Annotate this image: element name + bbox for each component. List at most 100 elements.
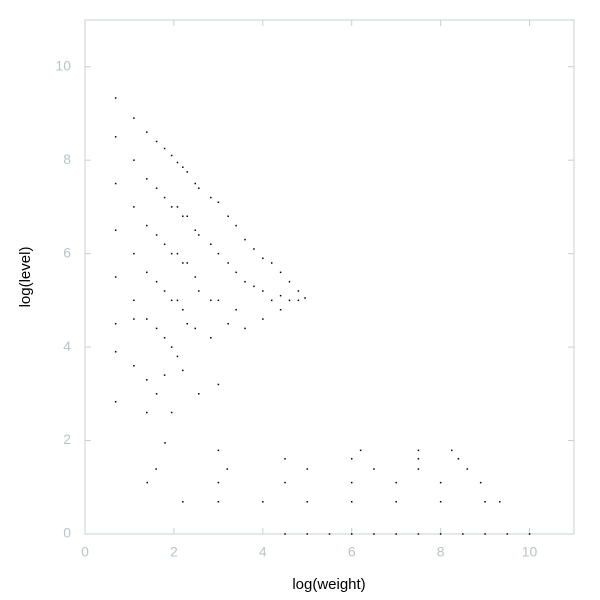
point: [164, 442, 166, 444]
point: [182, 215, 184, 218]
point: [395, 533, 397, 535]
point: [227, 215, 229, 218]
point: [170, 252, 173, 255]
point: [417, 468, 420, 470]
x-tick-label: 2: [170, 544, 178, 560]
point: [235, 308, 237, 311]
point: [182, 308, 184, 311]
point: [133, 117, 135, 119]
point: [244, 238, 246, 241]
point: [198, 290, 200, 292]
x-tick-label: 0: [81, 544, 89, 560]
point: [170, 299, 173, 302]
point: [114, 182, 117, 185]
point: [439, 501, 442, 503]
point: [350, 501, 353, 503]
point: [182, 501, 184, 503]
point: [186, 215, 188, 218]
point: [133, 318, 135, 320]
point: [506, 533, 509, 535]
point: [217, 501, 220, 503]
y-tick-label: 8: [63, 151, 71, 167]
point: [114, 401, 117, 403]
point: [462, 533, 464, 535]
point: [217, 481, 220, 484]
point: [170, 206, 173, 208]
point: [146, 481, 148, 484]
point: [217, 252, 220, 255]
point: [373, 468, 375, 470]
point: [176, 161, 179, 164]
point: [466, 468, 469, 470]
point: [163, 243, 166, 246]
point: [155, 327, 158, 330]
point: [176, 252, 179, 255]
point: [328, 533, 331, 535]
point: [235, 271, 237, 274]
point: [163, 290, 166, 292]
x-axis-label: log(weight): [292, 576, 365, 593]
point: [270, 262, 273, 264]
point: [146, 379, 148, 381]
point: [484, 501, 486, 503]
point: [133, 159, 135, 161]
point: [114, 276, 117, 278]
point: [451, 449, 453, 452]
point: [306, 468, 309, 470]
point: [439, 533, 442, 535]
point: [226, 468, 229, 470]
point: [114, 322, 117, 325]
point: [373, 533, 375, 535]
point: [170, 346, 173, 348]
point: [186, 322, 188, 325]
point: [133, 365, 135, 367]
point: [114, 351, 117, 353]
point: [186, 171, 188, 173]
point: [114, 97, 117, 99]
y-tick-label: 4: [63, 338, 71, 354]
x-tick-label: 10: [522, 544, 538, 560]
point: [198, 187, 200, 189]
point: [182, 262, 184, 264]
point: [284, 533, 286, 535]
point: [417, 449, 420, 452]
point: [176, 355, 179, 358]
point: [170, 154, 173, 157]
point: [170, 411, 173, 414]
point: [417, 533, 420, 535]
point: [217, 383, 220, 386]
point: [155, 140, 158, 143]
point: [279, 271, 282, 274]
y-tick-label: 6: [63, 244, 71, 260]
point: [182, 166, 184, 168]
point: [194, 276, 196, 278]
point: [350, 481, 353, 484]
point: [395, 501, 397, 503]
point: [270, 299, 273, 302]
point: [262, 318, 264, 320]
point: [114, 136, 117, 138]
point: [253, 285, 255, 288]
point: [297, 299, 300, 302]
point: [253, 248, 255, 250]
y-tick-label: 2: [63, 431, 71, 447]
point: [146, 318, 148, 320]
point: [182, 369, 184, 372]
point: [163, 336, 166, 339]
point: [210, 336, 212, 339]
point: [155, 280, 158, 283]
point: [217, 449, 220, 452]
x-tick-label: 6: [348, 544, 356, 560]
point: [262, 290, 264, 292]
point: [194, 229, 196, 232]
point: [279, 308, 282, 311]
point: [133, 299, 135, 302]
point: [479, 481, 482, 484]
point: [198, 393, 200, 395]
point: [176, 206, 179, 208]
y-axis-label: log(level): [17, 247, 34, 308]
point: [227, 262, 229, 264]
point: [210, 196, 212, 199]
point: [163, 147, 166, 150]
